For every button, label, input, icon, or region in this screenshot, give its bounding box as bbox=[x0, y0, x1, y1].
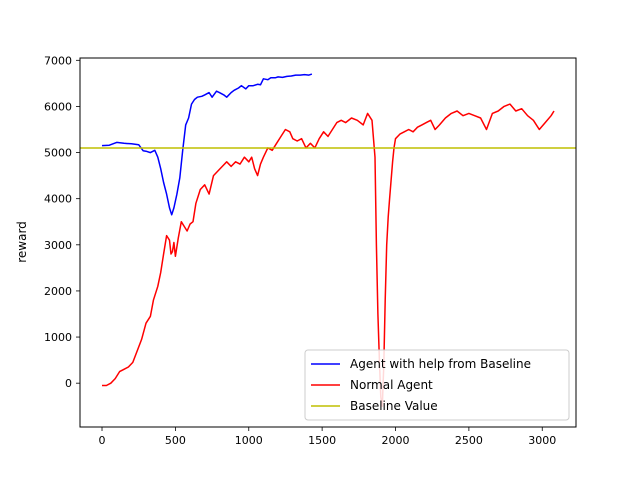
x-axis: 0 500 1000 1500 2000 2500 3000 bbox=[99, 427, 556, 447]
y-tick-label: 2000 bbox=[44, 285, 72, 298]
x-tick-label: 0 bbox=[99, 434, 106, 447]
y-tick-label: 6000 bbox=[44, 100, 72, 113]
x-tick-label: 1000 bbox=[235, 434, 263, 447]
plot-frame bbox=[79, 57, 577, 428]
y-tick-label: 1000 bbox=[44, 331, 72, 344]
x-tick-label: 2500 bbox=[455, 434, 483, 447]
y-tick-label: 4000 bbox=[44, 193, 72, 206]
y-tick-label: 0 bbox=[65, 377, 72, 390]
series-line-agent-with-help-from-baseline bbox=[101, 73, 313, 216]
x-tick-label: 500 bbox=[165, 434, 186, 447]
legend-label: Baseline Value bbox=[350, 399, 438, 413]
legend-box bbox=[304, 349, 570, 421]
x-tick-label: 3000 bbox=[528, 434, 556, 447]
legend: Agent with help from Baseline Normal Agen… bbox=[304, 349, 570, 421]
y-tick-label: 3000 bbox=[44, 239, 72, 252]
y-tick-label: 5000 bbox=[44, 147, 72, 160]
series-layer bbox=[80, 73, 576, 407]
x-tick-label: 2000 bbox=[382, 434, 410, 447]
x-tick-label: 1500 bbox=[308, 434, 336, 447]
legend-label: Normal Agent bbox=[350, 378, 433, 392]
y-axis-label: reward bbox=[15, 221, 29, 263]
y-tick-label: 7000 bbox=[44, 54, 72, 67]
y-axis: 0 1000 2000 3000 4000 5000 6000 7000 bbox=[44, 54, 80, 390]
legend-label: Agent with help from Baseline bbox=[350, 357, 531, 371]
